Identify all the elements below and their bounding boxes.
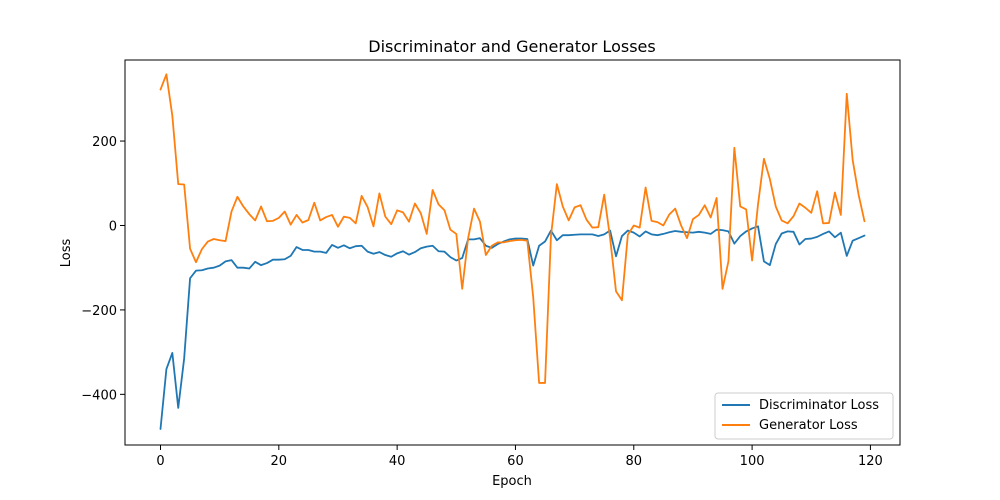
legend-label-generator: Generator Loss: [759, 418, 858, 433]
y-tick-label: 200: [92, 135, 117, 150]
x-tick-label: 40: [389, 454, 406, 469]
series-line-discriminator: [159, 225, 866, 430]
y-tick-label: 0: [109, 219, 117, 234]
x-tick-label: 120: [858, 454, 883, 469]
y-axis: −400 −200 0 200: [81, 135, 125, 403]
y-tick-label: −400: [81, 388, 117, 403]
y-tick-label: −200: [81, 304, 117, 319]
x-axis: 0 20 40 60 80 100 120: [156, 445, 883, 469]
legend: Discriminator Loss Generator Loss: [714, 392, 894, 440]
x-tick-label: 0: [156, 454, 164, 469]
chart-title: Discriminator and Generator Losses: [368, 37, 655, 56]
x-tick-label: 60: [507, 454, 524, 469]
plot-area: [159, 73, 866, 430]
x-tick-label: 80: [626, 454, 643, 469]
series-line-generator: [159, 73, 866, 384]
legend-label-discriminator: Discriminator Loss: [759, 398, 879, 413]
legend-box: [714, 392, 894, 440]
x-tick-label: 100: [740, 454, 765, 469]
x-axis-title: Epoch: [492, 474, 532, 489]
plot-frame: [124, 59, 901, 446]
y-axis-title: Loss: [59, 239, 74, 268]
x-tick-label: 20: [271, 454, 288, 469]
